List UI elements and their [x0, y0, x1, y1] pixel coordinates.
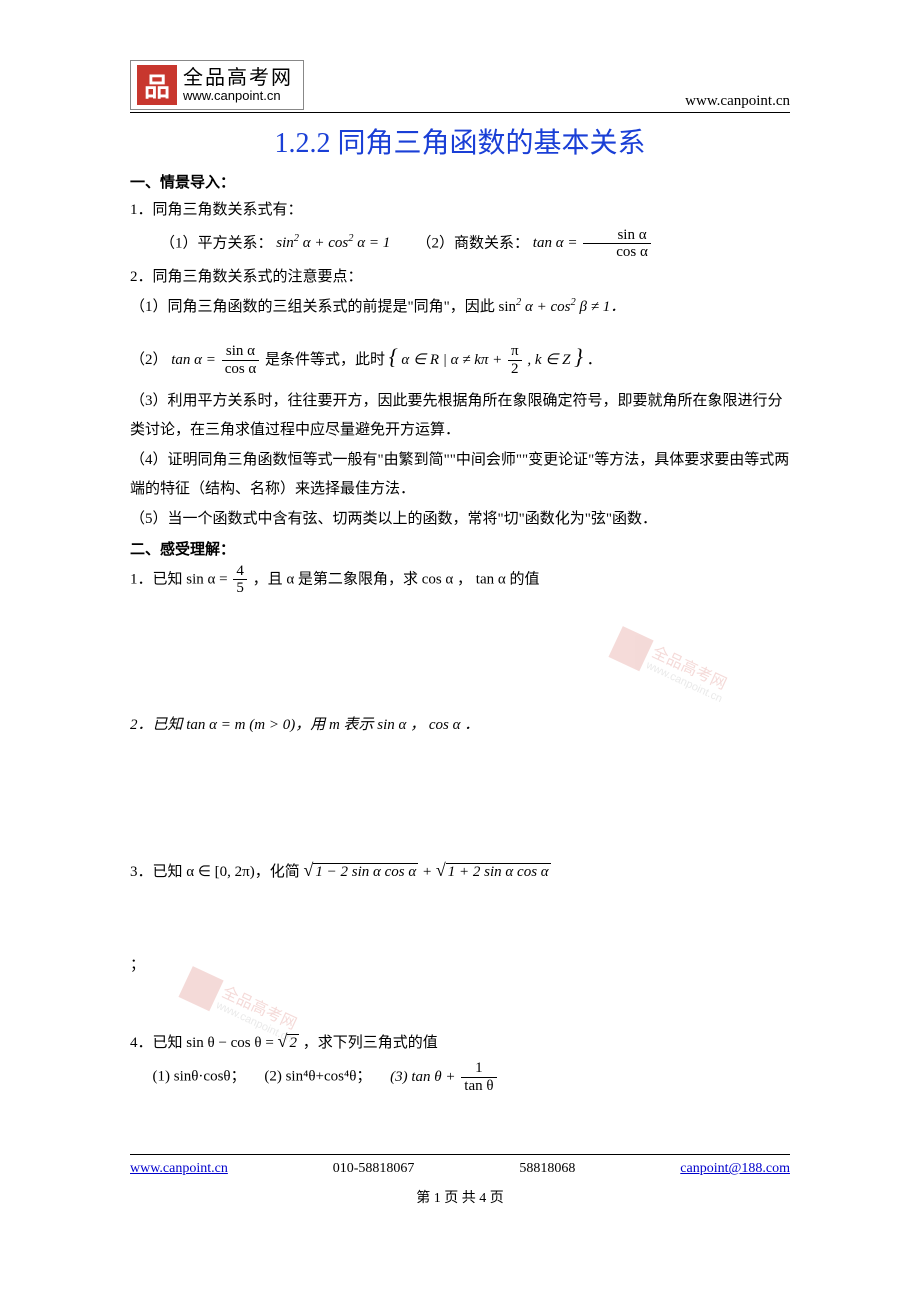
tan-eq: tan α = [533, 235, 578, 251]
p2dot: ． [587, 352, 602, 368]
brace-close: } [574, 344, 583, 369]
p2pi: π [508, 343, 522, 361]
rel-2-label: （2）商数关系： [417, 235, 530, 251]
p2den: cos α [222, 361, 260, 378]
q4s3num: 1 [461, 1060, 496, 1078]
q1: 1．已知 sin α = 4 5 ，且 α 是第二象限角，求 cos α ， t… [130, 563, 790, 597]
para-3: （3）利用平方关系时，往往要开方，因此要先根据角所在象限确定符号，即要就角所在象… [130, 387, 790, 444]
q4-sub: (1) sinθ·cosθ； (2) sin⁴θ+cos⁴θ； (3) tan … [130, 1060, 790, 1094]
q3a: 3．已知 α ∈ [0, 2π)，化简 [130, 864, 300, 880]
page-number: 第 1 页 共 4 页 [130, 1187, 790, 1207]
brace-open: { [389, 344, 398, 369]
frac-den: cos α [583, 244, 651, 261]
q1den: 5 [233, 580, 247, 597]
q2a: 2．已知 tan α = m (m > 0)，用 m 表示 sin α ， co… [130, 717, 479, 733]
footer-link-left[interactable]: www.canpoint.cn [130, 1161, 228, 1177]
para-5: （5）当一个函数式中含有弦、切两类以上的函数，常将"切"函数化为"弦"函数． [130, 505, 790, 534]
logo: 品 全品高考网 www.canpoint.cn [130, 60, 304, 110]
f-sin: sin [276, 235, 294, 251]
para-4: （4）证明同角三角函数恒等式一般有"由繁到简""中间会师""变更论证"等方法，具… [130, 446, 790, 503]
f-mid: α + cos [303, 235, 349, 251]
q4s2: (2) sin⁴θ+cos⁴θ； [264, 1069, 371, 1085]
q4s3den: tan θ [461, 1078, 496, 1095]
p1b: α + cos [525, 299, 571, 315]
f-eq1: α = 1 [357, 235, 390, 251]
line-1: 1．同角三角数关系式有： [130, 196, 790, 225]
logo-cn-text: 全品高考网 [183, 67, 293, 89]
q1b: ，且 α 是第二象限角，求 cos α ， tan α 的值 [253, 571, 540, 587]
header-url: www.canpoint.cn [685, 93, 790, 110]
footer-link-right[interactable]: canpoint@188.com [680, 1161, 790, 1177]
p1c: β ≠ 1． [580, 299, 626, 315]
rel-1-label: （1）平方关系： [160, 235, 273, 251]
q3r2: 1 + 2 sin α cos α [446, 863, 551, 880]
q2: 2．已知 tan α = m (m > 0)，用 m 表示 sin α ， co… [130, 711, 790, 740]
q1a: 1．已知 sin α = [130, 571, 228, 587]
section-1-head: 一、情景导入： [130, 171, 790, 192]
p2tail: , k ∈ Z [527, 352, 570, 368]
p2tan: tan α = [171, 352, 216, 368]
page-footer: www.canpoint.cn 010-58818067 58818068 ca… [130, 1154, 790, 1177]
p2body: α ∈ R | α ≠ kπ + [401, 352, 502, 368]
q4b: ，求下列三角式的值 [303, 1035, 438, 1051]
q4s3: (3) tan θ + [390, 1069, 455, 1085]
p2b: 是条件等式，此时 [265, 352, 385, 368]
page-header: 品 全品高考网 www.canpoint.cn www.canpoint.cn [130, 60, 790, 113]
q4s1: (1) sinθ·cosθ； [153, 1069, 246, 1085]
p2a: （2） [130, 352, 168, 368]
p2two: 2 [508, 361, 522, 378]
q3r1: 1 − 2 sin α cos α [313, 863, 418, 880]
q4: 4．已知 sin θ − cos θ = √2 ，求下列三角式的值 [130, 1024, 790, 1058]
q1num: 4 [233, 563, 247, 581]
tan-formula: tan α = sin α cos α [533, 235, 653, 251]
q4r: 2 [287, 1034, 299, 1051]
q3: 3．已知 α ∈ [0, 2π)，化简 √1 − 2 sin α cos α +… [130, 853, 790, 887]
para-1: （1）同角三角函数的三组关系式的前提是"同角"，因此 sin2 α + cos2… [130, 293, 790, 322]
logo-text: 全品高考网 www.canpoint.cn [183, 67, 293, 103]
footer-phone-2: 58818068 [519, 1161, 575, 1177]
q3plus: + [422, 864, 436, 880]
logo-icon: 品 [137, 65, 177, 105]
footer-phone-1: 010-58818067 [333, 1161, 415, 1177]
para-2: （2） tan α = sin α cos α 是条件等式，此时 { α ∈ R… [130, 336, 790, 378]
p2num: sin α [222, 343, 260, 361]
line-2: （1）平方关系： sin2 α + cos2 α = 1 （2）商数关系： ta… [130, 227, 790, 261]
p1a: （1）同角三角函数的三组关系式的前提是"同角"，因此 sin [130, 299, 516, 315]
q4a: 4．已知 sin θ − cos θ = [130, 1035, 278, 1051]
q3-semi: ； [130, 951, 790, 980]
page-title: 1.2.2 同角三角函数的基本关系 [130, 121, 790, 161]
frac-num: sin α [583, 227, 651, 245]
section-2-head: 二、感受理解： [130, 538, 790, 559]
logo-url-text: www.canpoint.cn [183, 89, 293, 103]
line-3: 2．同角三角数关系式的注意要点： [130, 263, 790, 292]
